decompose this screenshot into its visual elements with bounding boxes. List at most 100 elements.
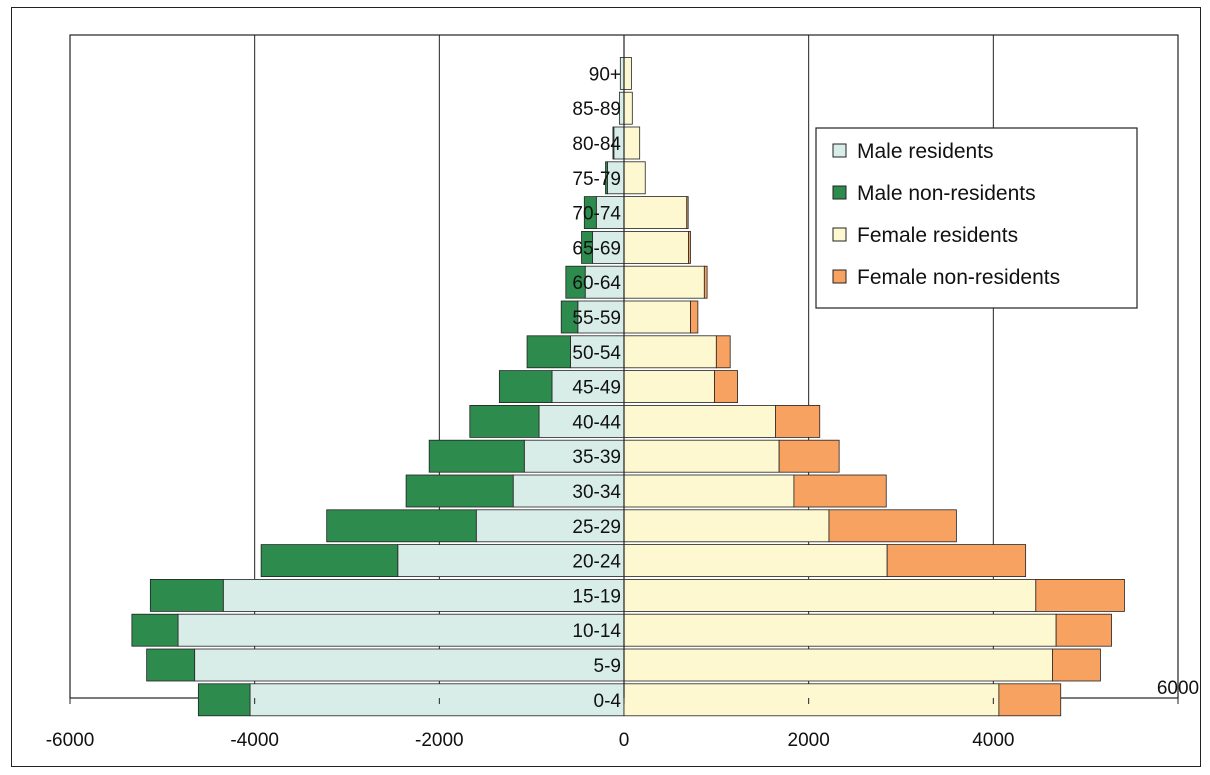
legend-label: Female residents: [857, 224, 1018, 247]
bar-female-residents-80-84: [623, 126, 641, 160]
bar-female-non-residents-60-64: [703, 265, 708, 299]
bar-male-residents-60-64: [584, 265, 625, 299]
x-tick-label: 0: [619, 730, 630, 751]
category-label: 55-59: [572, 308, 621, 329]
category-label: 60-64: [572, 273, 621, 294]
category-label: 65-69: [572, 238, 621, 259]
bar-male-non-residents-10-14: [131, 613, 179, 647]
bar-male-non-residents-45-49: [498, 370, 553, 404]
bar-female-non-residents-25-29: [828, 509, 957, 543]
bar-female-residents-70-74: [623, 196, 688, 230]
bar-male-residents-20-24: [397, 544, 625, 577]
bar-male-non-residents-5-9: [146, 648, 196, 682]
bar-male-residents-45-49: [551, 370, 625, 404]
bar-female-residents-20-24: [623, 544, 888, 577]
bar-male-non-residents-25-29: [326, 509, 477, 543]
bar-female-residents-40-44: [623, 404, 776, 438]
bar-female-residents-90+: [623, 57, 632, 90]
category-label: 10-14: [572, 621, 621, 642]
bar-female-non-residents-40-44: [775, 404, 821, 438]
bar-male-residents-40-44: [538, 404, 625, 438]
bar-female-residents-55-59: [623, 300, 691, 334]
category-label: 75-79: [572, 169, 621, 190]
x-tick-label: -4000: [230, 730, 279, 751]
bar-female-non-residents-5-9: [1052, 648, 1101, 682]
bar-male-non-residents-40-44: [469, 404, 540, 438]
bar-male-non-residents-80-84: [612, 126, 615, 160]
bar-female-non-residents-20-24: [886, 544, 1027, 577]
bar-male-residents-0-4: [249, 683, 625, 717]
x-tick-label: 6000: [1157, 678, 1199, 699]
bar-female-residents-85-89: [623, 91, 633, 125]
bar-female-residents-60-64: [623, 265, 705, 299]
bar-male-non-residents-60-64: [565, 265, 586, 299]
bar-female-residents-45-49: [623, 370, 715, 404]
category-label: 40-44: [572, 412, 621, 433]
category-label: 15-19: [572, 586, 621, 607]
x-tick-label: -2000: [415, 730, 464, 751]
bar-male-non-residents-30-34: [405, 474, 514, 508]
category-label: 20-24: [572, 552, 621, 573]
legend-label: Female non-residents: [857, 266, 1060, 289]
bar-female-non-residents-35-39: [778, 439, 840, 473]
legend: Male residents Male non-residents Female r…: [815, 127, 1138, 309]
bar-female-residents-15-19: [623, 579, 1037, 612]
legend-box: [815, 127, 1138, 309]
bar-female-non-residents-55-59: [690, 300, 699, 334]
bar-male-non-residents-35-39: [428, 439, 525, 473]
bar-male-residents-35-39: [523, 439, 625, 473]
bar-female-residents-0-4: [623, 683, 1000, 717]
bar-male-non-residents-65-69: [581, 230, 594, 264]
legend-label: Male non-residents: [857, 182, 1036, 205]
bar-male-residents-5-9: [194, 648, 625, 682]
bar-female-non-residents-15-19: [1035, 579, 1125, 612]
bar-female-residents-10-14: [623, 613, 1057, 647]
bar-male-non-residents-75-79: [605, 161, 608, 195]
bar-female-non-residents-0-4: [998, 683, 1062, 717]
category-labels: 0-4 5-9 10-14 15-19 20-24 25-29 30-34 35-39 40-4…: [572, 64, 621, 711]
bar-female-residents-30-34: [623, 474, 795, 508]
bar-female-residents-65-69: [623, 230, 690, 264]
bar-female-residents-5-9: [623, 648, 1053, 682]
bar-female-non-residents-10-14: [1055, 613, 1112, 647]
category-label: 70-74: [572, 204, 621, 225]
legend-label: Male residents: [857, 140, 994, 163]
category-label: 80-84: [572, 134, 621, 155]
bar-female-non-residents-65-69: [688, 230, 691, 264]
bar-female-residents-25-29: [623, 509, 830, 543]
bar-male-non-residents-50-54: [526, 335, 571, 369]
category-label: 25-29: [572, 517, 621, 538]
bar-female-residents-50-54: [623, 335, 717, 369]
bars: [131, 35, 1125, 717]
bar-male-residents-70-74: [595, 196, 625, 230]
bar-male-non-residents-15-19: [149, 579, 224, 612]
bar-female-residents-35-39: [623, 439, 780, 473]
bar-male-residents-50-54: [570, 335, 625, 369]
bar-male-non-residents-55-59: [560, 300, 579, 334]
legend-swatch: [832, 227, 847, 242]
category-label: 85-89: [572, 99, 621, 120]
bar-male-non-residents-70-74: [583, 196, 597, 230]
bar-male-residents-30-34: [512, 474, 625, 508]
bar-male-residents-10-14: [177, 613, 625, 647]
legend-swatch: [832, 269, 847, 284]
x-tick-label: 4000: [972, 730, 1014, 751]
legend-swatch: [832, 143, 847, 158]
category-label: 30-34: [572, 482, 621, 503]
bar-female-non-residents-30-34: [793, 474, 887, 508]
x-tick-label: -6000: [46, 730, 95, 751]
bar-male-residents-55-59: [577, 300, 625, 334]
category-label: 45-49: [572, 378, 621, 399]
category-label: 50-54: [572, 343, 621, 364]
category-label: 35-39: [572, 447, 621, 468]
bar-male-non-residents-20-24: [260, 544, 399, 577]
bar-male-non-residents-0-4: [197, 683, 251, 717]
x-axis-ticks: -6000 -4000 -2000 0 2000 4000 6000: [46, 678, 1199, 751]
bar-female-non-residents-45-49: [714, 370, 738, 404]
category-label: 5-9: [594, 656, 621, 677]
category-label: 90+: [589, 64, 621, 85]
bar-female-non-residents-50-54: [715, 335, 731, 369]
bar-male-residents-15-19: [222, 579, 625, 612]
category-label: 0-4: [594, 691, 622, 712]
